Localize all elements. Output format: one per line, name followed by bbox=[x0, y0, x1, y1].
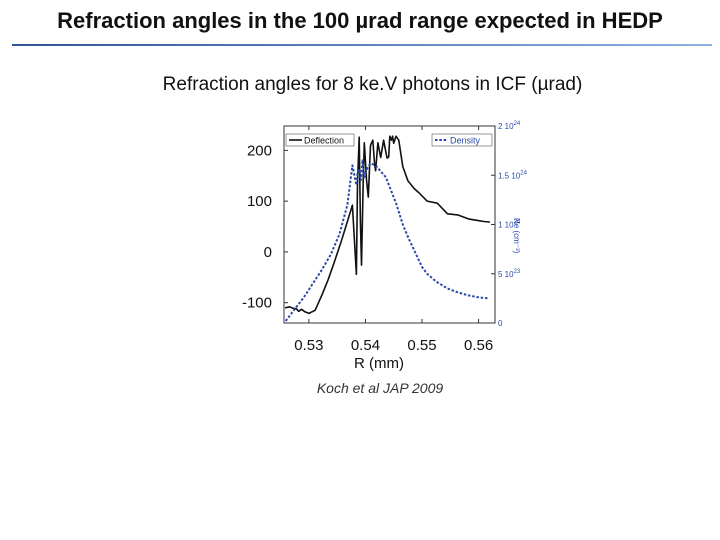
y2-tick-exponent: 24 bbox=[514, 121, 521, 127]
y-tick-label: -100 bbox=[242, 295, 272, 312]
x-tick-label: 0.55 bbox=[407, 337, 436, 354]
y-tick-label: 0 bbox=[264, 244, 272, 261]
y2-tick-label: 1.5 1024 bbox=[498, 170, 528, 180]
y2-tick-label: 1 1024 bbox=[498, 220, 521, 230]
series-line-deflection bbox=[284, 135, 490, 315]
y2-axis-label: Ne (cm⁻³) bbox=[512, 218, 521, 254]
x-tick-labels: 0.53 0.54 0.55 0.56 bbox=[294, 337, 493, 354]
y2-tick-label: 2 1024 bbox=[498, 121, 521, 131]
citation: Koch et al JAP 2009 bbox=[316, 380, 444, 396]
legend-label-deflection: Deflection bbox=[304, 136, 344, 146]
legend-box-0 bbox=[285, 133, 355, 147]
slide-title: Refraction angles in the 100 µrad range … bbox=[57, 8, 663, 33]
legend: Deflection Density bbox=[285, 133, 493, 147]
title-underline bbox=[12, 44, 712, 46]
x-tick-label: 0.53 bbox=[294, 337, 323, 354]
frame-ticks bbox=[284, 125, 495, 324]
y2-tick-labels: 2 1024 1.5 1024 1 1024 5 1023 0 bbox=[498, 121, 528, 328]
series-layer bbox=[284, 135, 490, 322]
series-line-density bbox=[284, 158, 489, 322]
x-tick-label: 0.56 bbox=[464, 337, 493, 354]
y2-tick-exponent: 23 bbox=[514, 269, 521, 275]
legend-box-1 bbox=[431, 133, 493, 147]
y-tick-label: 200 bbox=[247, 142, 272, 159]
y2-tick-exponent: 24 bbox=[514, 220, 521, 226]
chart-subtitle: Refraction angles for 8 ke.V photons in … bbox=[162, 74, 583, 95]
y2-tick-label: 5 1023 bbox=[498, 269, 521, 279]
y-tick-labels: 200 100 0 -100 bbox=[242, 142, 272, 311]
x-tick-label: 0.54 bbox=[351, 337, 380, 354]
y2-tick-label: 0 bbox=[498, 319, 503, 328]
y2-tick-exponent: 24 bbox=[520, 170, 527, 176]
plot-frame bbox=[283, 125, 496, 324]
x-axis-label: R (mm) bbox=[354, 355, 404, 372]
y-tick-label: 100 bbox=[247, 193, 272, 210]
legend-label-density: Density bbox=[450, 136, 481, 146]
